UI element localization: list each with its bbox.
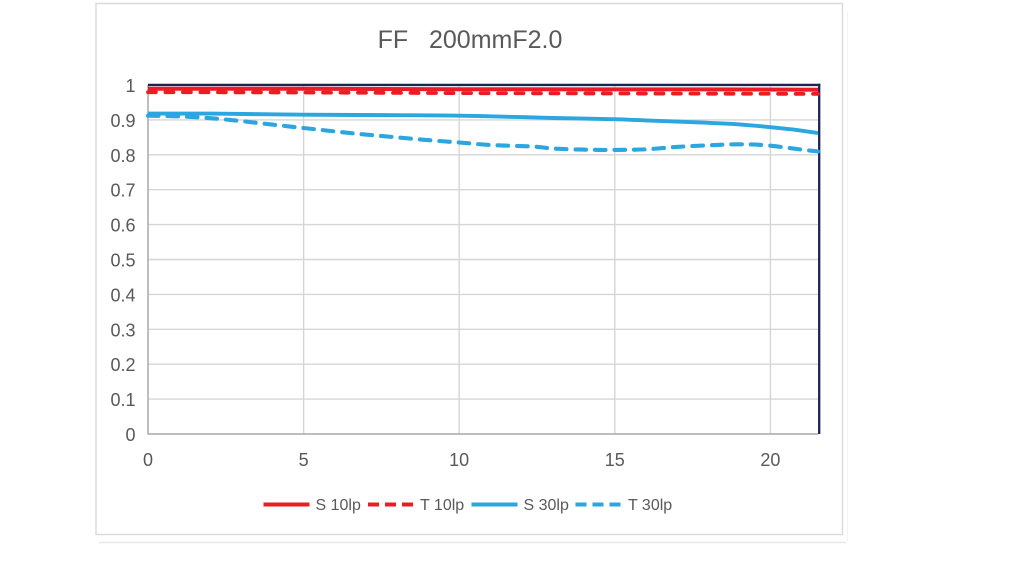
svg-text:0.9: 0.9	[110, 111, 135, 131]
svg-text:0: 0	[125, 425, 135, 445]
svg-text:0: 0	[143, 450, 153, 470]
svg-text:0.1: 0.1	[110, 390, 135, 410]
svg-text:FF 200mmF2.0: FF 200mmF2.0	[378, 26, 563, 54]
svg-text:0.7: 0.7	[110, 181, 135, 201]
svg-text:5: 5	[299, 450, 309, 470]
svg-text:0.4: 0.4	[110, 285, 135, 305]
svg-text:T 30lp: T 30lp	[628, 497, 672, 514]
svg-text:0.6: 0.6	[110, 216, 135, 236]
svg-text:1: 1	[125, 76, 135, 96]
svg-text:0.2: 0.2	[110, 355, 135, 375]
svg-text:0.3: 0.3	[110, 320, 135, 340]
svg-text:0.5: 0.5	[110, 251, 135, 271]
svg-text:S 30lp: S 30lp	[524, 497, 569, 514]
svg-text:0.8: 0.8	[110, 146, 135, 166]
svg-text:10: 10	[449, 450, 469, 470]
svg-text:15: 15	[605, 450, 625, 470]
svg-text:20: 20	[760, 450, 780, 470]
svg-text:T 10lp: T 10lp	[420, 497, 464, 514]
svg-text:S 10lp: S 10lp	[316, 497, 361, 514]
